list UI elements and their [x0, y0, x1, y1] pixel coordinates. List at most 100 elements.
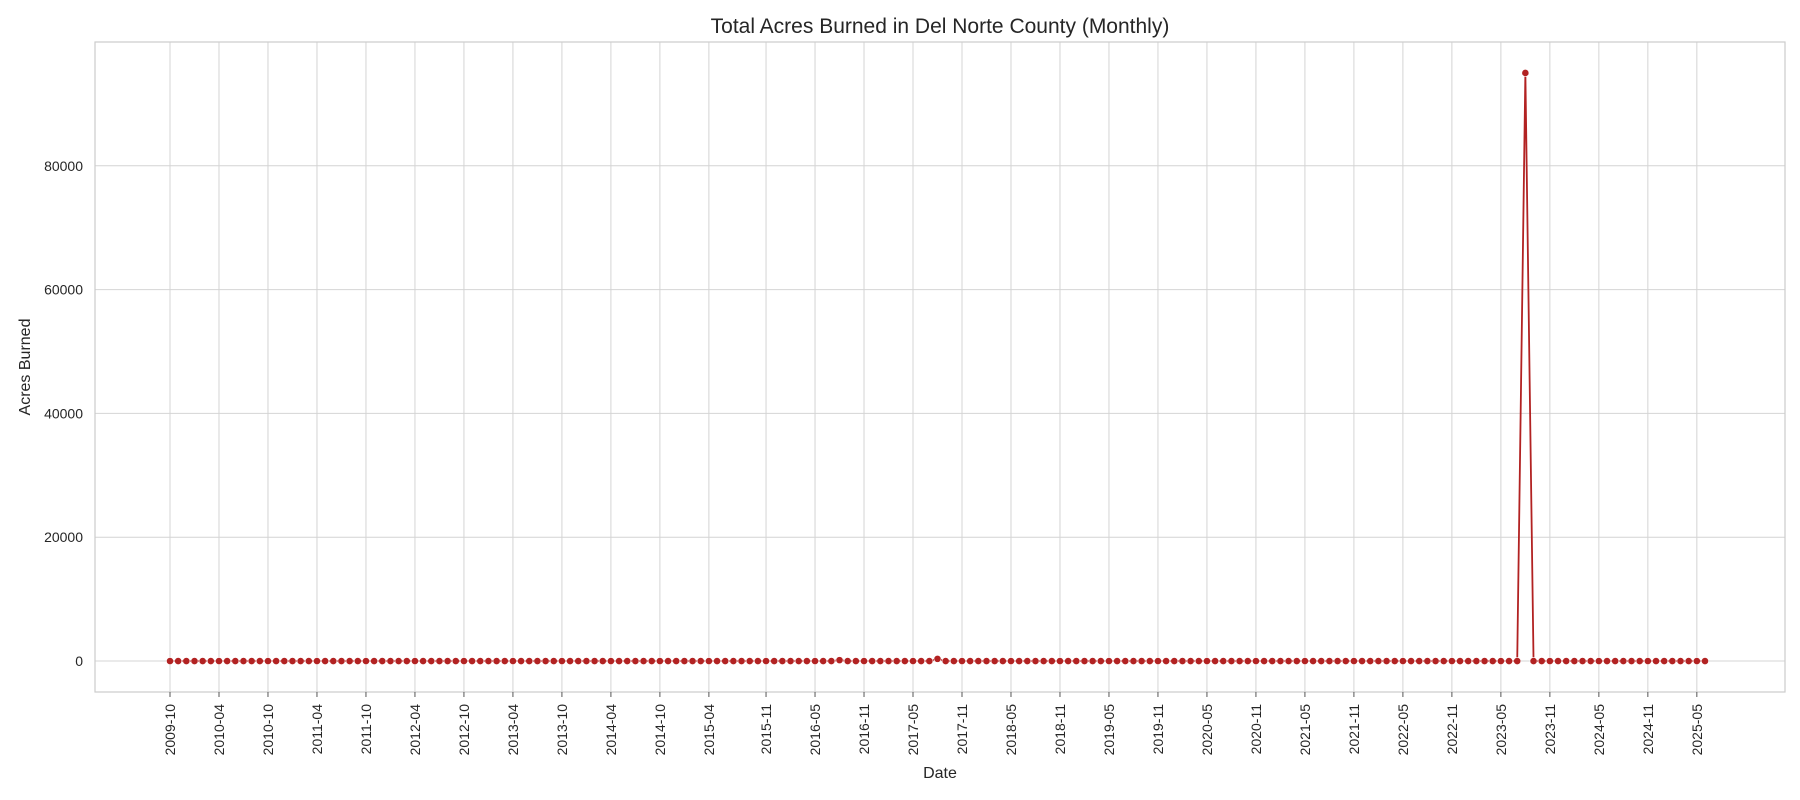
chart-title: Total Acres Burned in Del Norte County (… — [711, 15, 1170, 38]
data-point — [615, 657, 623, 665]
data-point — [549, 657, 558, 665]
data-point — [239, 657, 248, 665]
data-point — [1023, 657, 1032, 665]
data-point — [990, 657, 999, 665]
x-tick-label: 2011-10 — [358, 704, 374, 755]
data-point — [280, 657, 289, 665]
data-point — [337, 657, 346, 665]
data-point — [272, 657, 281, 665]
x-tick-label: 2019-11 — [1150, 704, 1166, 755]
data-point — [492, 657, 501, 665]
data-point — [394, 657, 403, 665]
x-tick-label: 2019-05 — [1101, 704, 1117, 756]
data-point — [484, 657, 493, 665]
data-point — [860, 657, 868, 665]
data-point — [1284, 657, 1293, 665]
data-point — [1390, 657, 1399, 665]
x-tick-label: 2017-11 — [954, 704, 970, 755]
data-point — [460, 657, 468, 665]
data-point — [1203, 657, 1211, 665]
data-point — [827, 657, 836, 665]
data-point — [762, 657, 770, 665]
data-point — [1080, 657, 1089, 665]
x-tick-label: 2012-10 — [456, 704, 472, 756]
data-point — [1219, 657, 1228, 665]
data-point — [966, 657, 975, 665]
y-axis-ticks: 0 20000 40000 60000 80000 — [44, 158, 83, 669]
data-point — [1456, 657, 1464, 665]
x-tick-label: 2010-04 — [211, 704, 227, 756]
data-point — [345, 657, 354, 665]
data-point — [1668, 657, 1677, 665]
data-point — [917, 657, 926, 665]
data-point — [558, 657, 566, 665]
data-point — [737, 657, 746, 665]
data-point — [647, 657, 656, 665]
data-point — [1333, 657, 1342, 665]
data-point — [1570, 657, 1579, 665]
data-point — [329, 657, 338, 665]
data-point — [1643, 657, 1652, 665]
y-axis-label: Acres Burned — [17, 319, 34, 416]
data-point — [770, 657, 779, 665]
x-tick-label: 2017-05 — [905, 704, 921, 756]
y-tick-label: 0 — [75, 653, 83, 669]
data-point — [1064, 657, 1073, 665]
data-point — [1137, 657, 1146, 665]
x-tick-label: 2022-11 — [1444, 704, 1460, 755]
data-point — [386, 657, 395, 665]
x-tick-label: 2020-05 — [1199, 704, 1215, 756]
y-tick-label: 20000 — [44, 529, 83, 545]
data-point — [721, 657, 730, 665]
data-point — [1096, 657, 1105, 665]
data-point — [1358, 657, 1366, 665]
data-point — [1211, 657, 1220, 665]
data-point — [1007, 657, 1015, 665]
data-point — [1350, 657, 1358, 665]
data-point — [672, 657, 681, 665]
data-point — [198, 657, 207, 665]
data-point — [1227, 657, 1236, 665]
x-tick-label: 2024-05 — [1591, 704, 1607, 756]
data-point — [876, 657, 885, 665]
data-point — [1145, 657, 1154, 665]
x-tick-label: 2015-11 — [758, 704, 774, 755]
x-tick-label: 2016-11 — [856, 704, 872, 755]
data-point — [884, 657, 893, 665]
data-point — [223, 657, 232, 665]
data-point — [255, 657, 264, 665]
data-point — [574, 657, 583, 665]
data-point — [900, 657, 909, 665]
x-tick-label: 2016-05 — [807, 704, 823, 756]
plot-frame — [94, 41, 1786, 693]
x-tick-label: 2014-04 — [603, 704, 619, 756]
data-point — [1578, 657, 1587, 665]
data-point — [1088, 657, 1097, 665]
x-tick-label: 2023-05 — [1493, 704, 1509, 756]
data-point — [435, 657, 444, 665]
data-point — [1521, 69, 1530, 77]
data-point — [835, 656, 844, 665]
x-tick-label: 2018-11 — [1052, 704, 1068, 755]
data-point — [1056, 657, 1064, 665]
data-point — [933, 654, 942, 663]
data-point — [1194, 657, 1203, 665]
y-tick-label: 60000 — [44, 282, 83, 298]
y-tick-label: 80000 — [44, 158, 83, 174]
data-point — [1627, 657, 1636, 665]
data-point — [1235, 657, 1244, 665]
data-point — [1447, 657, 1456, 665]
data-point — [509, 657, 517, 665]
data-point — [215, 657, 223, 665]
data-point — [892, 657, 901, 665]
data-point — [1554, 657, 1562, 665]
data-point — [182, 657, 191, 665]
data-point — [411, 657, 419, 665]
data-point — [525, 657, 534, 665]
data-point — [419, 657, 428, 665]
data-point — [623, 657, 632, 665]
data-point — [1399, 657, 1407, 665]
x-tick-label: 2014-10 — [652, 704, 668, 756]
data-point — [1545, 657, 1554, 665]
